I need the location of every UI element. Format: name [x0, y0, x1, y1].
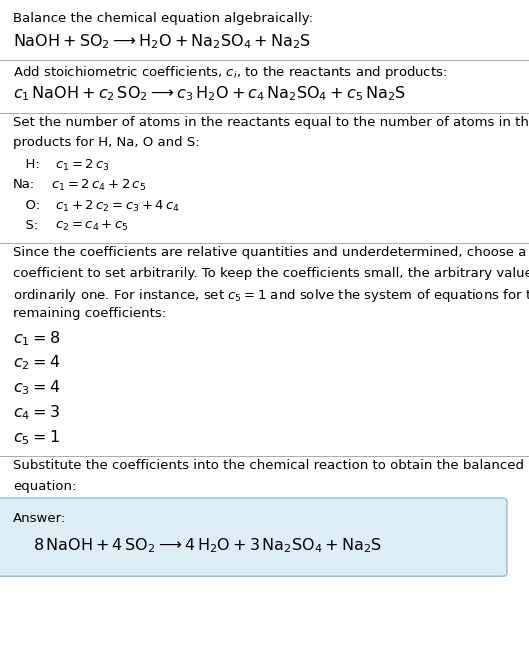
Text: $c_1 = 8$: $c_1 = 8$: [13, 329, 60, 347]
Text: H:: H:: [17, 158, 40, 171]
Text: equation:: equation:: [13, 479, 76, 492]
Text: O:: O:: [17, 199, 40, 212]
Text: Answer:: Answer:: [13, 512, 66, 525]
Text: Balance the chemical equation algebraically:: Balance the chemical equation algebraica…: [13, 12, 313, 25]
Text: $\mathregular{8\,NaOH + 4\,SO_2 \longrightarrow 4\,H_2O + 3\,Na_2SO_4 + Na_2S}$: $\mathregular{8\,NaOH + 4\,SO_2 \longrig…: [33, 536, 382, 555]
Text: $c_3 = 4$: $c_3 = 4$: [13, 378, 60, 397]
Text: products for H, Na, O and S:: products for H, Na, O and S:: [13, 136, 199, 149]
Text: coefficient to set arbitrarily. To keep the coefficients small, the arbitrary va: coefficient to set arbitrarily. To keep …: [13, 267, 529, 280]
Text: $c_1\, \mathregular{NaOH} + c_2\, \mathregular{SO_2} \longrightarrow c_3\, \math: $c_1\, \mathregular{NaOH} + c_2\, \mathr…: [13, 84, 406, 103]
Text: $c_4 = 3$: $c_4 = 3$: [13, 403, 60, 422]
Text: $c_1 = 2\,c_3$: $c_1 = 2\,c_3$: [55, 158, 110, 173]
Text: ordinarily one. For instance, set $c_5 = 1$ and solve the system of equations fo: ordinarily one. For instance, set $c_5 =…: [13, 287, 529, 304]
Text: remaining coefficients:: remaining coefficients:: [13, 307, 166, 320]
Text: $\mathregular{NaOH + SO_2 \longrightarrow H_2O + Na_2SO_4 + Na_2S}$: $\mathregular{NaOH + SO_2 \longrightarro…: [13, 32, 311, 51]
Text: $c_2 = c_4 + c_5$: $c_2 = c_4 + c_5$: [55, 219, 129, 233]
Text: $c_1 = 2\,c_4 + 2\,c_5$: $c_1 = 2\,c_4 + 2\,c_5$: [51, 178, 146, 193]
Text: S:: S:: [17, 219, 38, 232]
Text: $c_5 = 1$: $c_5 = 1$: [13, 428, 60, 446]
Text: $c_2 = 4$: $c_2 = 4$: [13, 354, 60, 372]
FancyBboxPatch shape: [0, 498, 507, 576]
Text: Substitute the coefficients into the chemical reaction to obtain the balanced: Substitute the coefficients into the che…: [13, 459, 524, 472]
Text: Na:: Na:: [13, 178, 35, 191]
Text: Set the number of atoms in the reactants equal to the number of atoms in the: Set the number of atoms in the reactants…: [13, 116, 529, 129]
Text: Since the coefficients are relative quantities and underdetermined, choose a: Since the coefficients are relative quan…: [13, 246, 526, 259]
Text: $c_1 + 2\,c_2 = c_3 + 4\,c_4$: $c_1 + 2\,c_2 = c_3 + 4\,c_4$: [55, 199, 180, 214]
Text: Add stoichiometric coefficients, $c_i$, to the reactants and products:: Add stoichiometric coefficients, $c_i$, …: [13, 64, 447, 81]
